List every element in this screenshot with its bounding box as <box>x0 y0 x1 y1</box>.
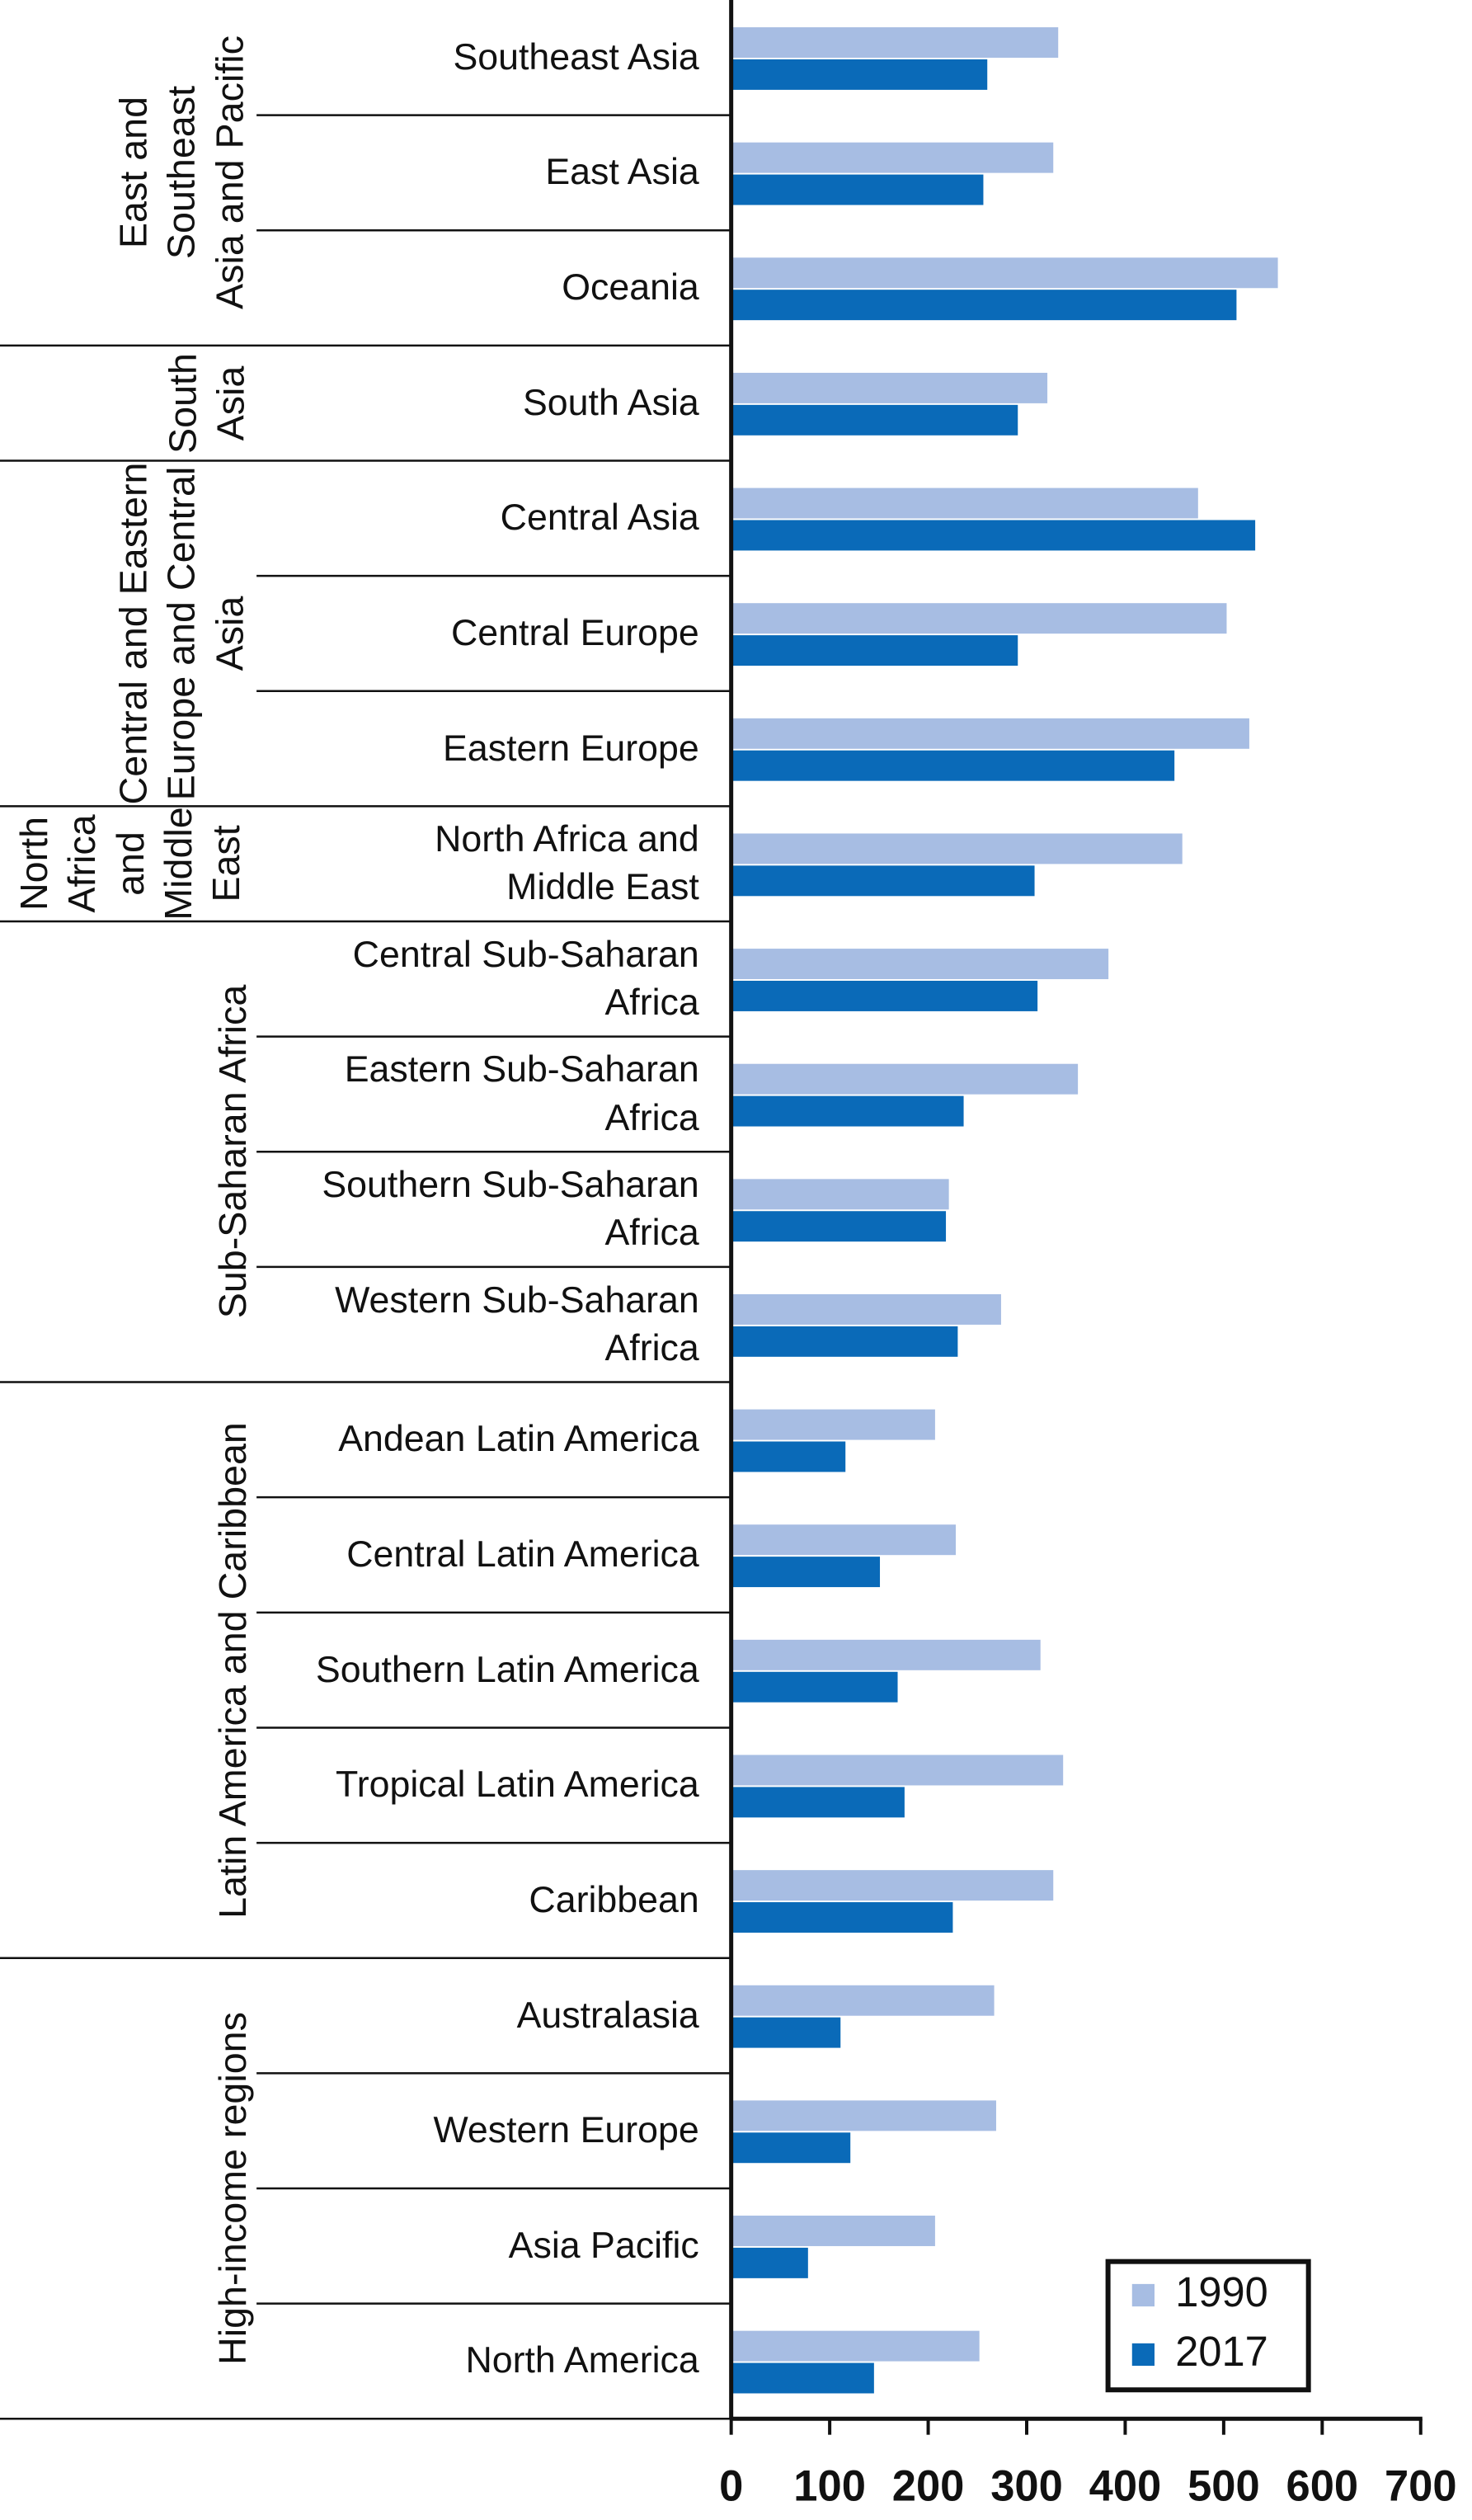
bar <box>731 290 1237 321</box>
group-label: North Africa and Middle East <box>12 807 247 921</box>
category-label: Central Latin America <box>346 1533 699 1575</box>
category-label: Tropical Latin America <box>336 1764 699 1806</box>
bar <box>731 1293 1001 1325</box>
bar <box>731 980 1038 1011</box>
bar <box>731 750 1175 781</box>
bar <box>731 718 1249 749</box>
legend-box <box>1105 2259 1311 2393</box>
legend-label: 1990 <box>1175 2268 1267 2315</box>
category-label: Central Asia <box>500 497 699 539</box>
legend-swatch <box>1131 2283 1155 2307</box>
bar <box>731 1639 1041 1670</box>
bar <box>731 488 1198 519</box>
x-tick-label: 500 <box>1187 2462 1260 2511</box>
category-label: Caribbean <box>529 1879 699 1920</box>
category-label: Eastern Europe <box>443 728 699 769</box>
category-label: Asia Pacific <box>508 2225 699 2266</box>
bar <box>731 2362 874 2394</box>
bar <box>731 949 1109 980</box>
bar <box>731 2132 851 2164</box>
bar <box>731 1985 995 2016</box>
bar <box>731 1063 1079 1095</box>
category-label: Eastern Sub-Saharan Africa <box>344 1049 699 1138</box>
bar <box>731 27 1059 58</box>
category-label: Australasia <box>516 1995 699 2036</box>
group-label: South Asia <box>161 352 252 454</box>
group-label: High-income regions <box>210 2012 254 2365</box>
category-label: Western Sub-Saharan Africa <box>335 1279 699 1368</box>
legend-swatch <box>1131 2343 1155 2367</box>
bar <box>731 1524 956 1556</box>
category-label: East Asia <box>545 152 699 193</box>
bar <box>731 1211 947 1242</box>
bar <box>731 2330 980 2362</box>
bar <box>731 1409 935 1440</box>
bar <box>731 1671 898 1703</box>
bar <box>731 1095 964 1127</box>
category-label: Western Europe <box>433 2110 699 2151</box>
bar <box>731 1557 881 1588</box>
bar <box>731 2216 935 2246</box>
x-tick-label: 300 <box>990 2462 1063 2511</box>
bar <box>731 1326 958 1357</box>
bar <box>731 2017 841 2048</box>
bar <box>731 865 1035 897</box>
category-label: Central Sub-Saharan Africa <box>352 934 699 1023</box>
bar <box>731 404 1018 436</box>
category-label: North Africa and Middle East <box>435 819 699 908</box>
bar <box>731 1441 846 1472</box>
x-tick-label: 700 <box>1385 2462 1457 2511</box>
x-tick-label: 600 <box>1286 2462 1359 2511</box>
bar <box>731 142 1054 173</box>
category-label: Central Europe <box>450 612 699 653</box>
bar <box>731 1179 949 1210</box>
bar <box>731 2100 996 2131</box>
x-tick-label: 400 <box>1089 2462 1162 2511</box>
x-tick-label: 100 <box>793 2462 866 2511</box>
bar <box>731 1902 953 1933</box>
bar <box>731 372 1048 403</box>
bar <box>731 635 1018 667</box>
category-label: Oceania <box>562 267 699 308</box>
bar <box>731 174 984 205</box>
category-label: North America <box>465 2340 699 2381</box>
category-label: South Asia <box>522 382 699 423</box>
bar <box>731 257 1278 289</box>
bar <box>731 520 1256 551</box>
group-label: East and Southeast Asia and Pacific <box>111 35 251 310</box>
bar <box>731 1870 1054 1901</box>
group-label: Central and Eastern Europe and Central A… <box>111 462 251 805</box>
bar <box>731 59 988 90</box>
x-tick-label: 200 <box>892 2462 965 2511</box>
group-label: Latin America and Caribbean <box>210 1421 254 1919</box>
bar <box>731 833 1183 864</box>
category-label: Southeast Asia <box>453 36 699 78</box>
x-tick-label: 0 <box>719 2462 743 2511</box>
bar <box>731 603 1227 634</box>
bar <box>731 2247 808 2278</box>
category-label: Southern Sub-Saharan Africa <box>322 1164 699 1254</box>
category-label: Southern Latin America <box>315 1649 699 1690</box>
bar <box>731 1755 1064 1786</box>
bar <box>731 1787 905 1818</box>
group-label: Sub-Saharan Africa <box>210 984 254 1319</box>
legend-label: 2017 <box>1175 2328 1267 2375</box>
category-label: Andean Latin America <box>338 1419 699 1460</box>
